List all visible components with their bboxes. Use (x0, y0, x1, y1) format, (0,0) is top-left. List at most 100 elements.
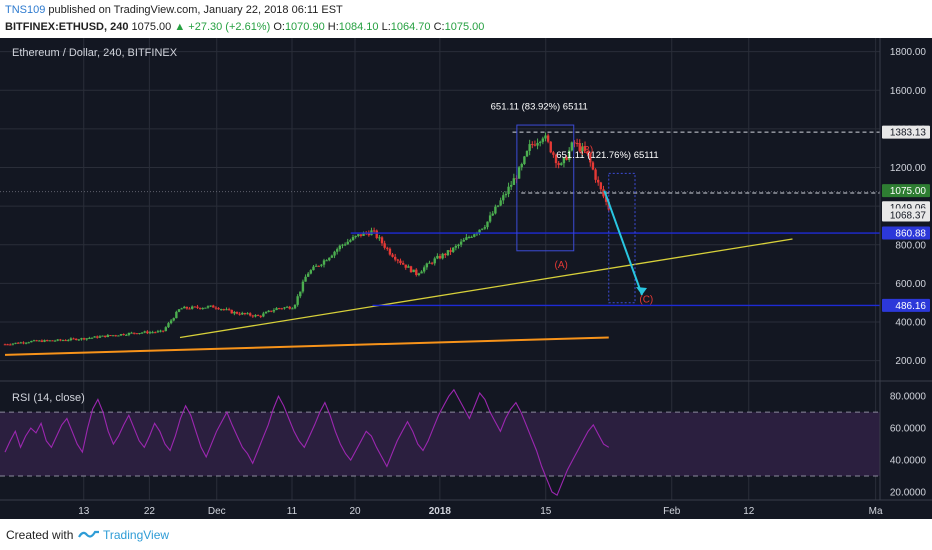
candle-body (256, 315, 260, 317)
candle-body (583, 146, 587, 151)
low-label: L: (381, 21, 391, 33)
candle-body (285, 306, 289, 308)
candle-body (541, 138, 545, 142)
candle-body (130, 332, 133, 334)
candle-body (267, 310, 270, 312)
candle-body (161, 330, 165, 332)
rsi-tick-label: 20.0000 (890, 488, 927, 499)
candle-body (40, 340, 44, 342)
candle-body (227, 309, 231, 311)
candle-body (359, 234, 363, 236)
candle-body (599, 182, 603, 190)
candle-body (473, 234, 476, 237)
candle-body (602, 189, 605, 197)
candle-body (333, 251, 336, 256)
candle-body (82, 338, 86, 340)
axes-layer: 1322Dec1120201815Feb12Ma1800.001600.0014… (0, 38, 932, 517)
candle-body (35, 340, 38, 342)
rsi-title: RSI (14, close) (12, 392, 85, 404)
candle-body (109, 335, 112, 337)
candle-body (496, 205, 500, 207)
candle-body (517, 167, 521, 179)
measure-box-2 (608, 172, 636, 304)
candle-body (222, 309, 226, 311)
high-value: 1084.10 (338, 21, 379, 33)
candle-body (349, 240, 352, 242)
candle-body (96, 336, 99, 338)
candle-body (502, 195, 505, 201)
candle-body (188, 308, 191, 310)
y-tick-label: 1200.00 (890, 163, 927, 174)
candle-body (22, 342, 25, 344)
candle-body (480, 228, 484, 230)
author-link[interactable]: TNS109 (5, 4, 46, 16)
candle-body (330, 255, 334, 258)
candle-body (322, 260, 326, 265)
candle-body (101, 335, 104, 337)
candle-body (436, 255, 439, 259)
close-value: 1075.00 (444, 21, 485, 33)
candle-body (275, 308, 278, 311)
candle-body (154, 332, 157, 334)
candle-body (172, 318, 175, 321)
candle-body (375, 230, 378, 238)
candle-body (201, 308, 204, 310)
annotation-label: (A) (555, 260, 568, 271)
annotation-label: (C) (639, 295, 653, 306)
candle-body (64, 340, 67, 342)
candle-body (433, 258, 436, 264)
annotation-label: 651.11 (83.92%) 65111 (491, 102, 588, 113)
rsi-tick-label: 80.0000 (890, 392, 927, 403)
candle-body (554, 154, 558, 164)
candle-body (417, 273, 421, 275)
arrow-head (636, 287, 647, 296)
candle-body (444, 253, 447, 256)
candle-body (470, 236, 473, 238)
candle-body (185, 306, 189, 309)
candle-body (301, 281, 305, 292)
candle-body (412, 269, 415, 273)
annotation-label: 651.11 (121.76%) 65111 (556, 150, 658, 161)
x-tick-label: 15 (540, 506, 552, 517)
candle-body (401, 263, 405, 265)
x-tick-label: Dec (208, 506, 226, 517)
candle-body (251, 315, 255, 317)
price-label-box (882, 184, 930, 198)
drawings-layer: 651.11 (83.92%) 65111 651.11 (121.76%) 65… (0, 102, 880, 356)
candle-body (446, 250, 450, 256)
publish-info: published on TradingView.com, January 22… (48, 4, 343, 16)
candle-body (80, 338, 83, 340)
price-label-text: 1383.13 (890, 128, 927, 139)
candle-body (462, 239, 465, 242)
candle-body (422, 267, 426, 272)
candle-body (396, 259, 400, 261)
candle-body (117, 335, 120, 337)
candle-body (383, 243, 386, 248)
trendline-long (4, 336, 609, 356)
candle-body (578, 143, 581, 152)
candle-body (430, 262, 434, 264)
candle-body (235, 311, 239, 314)
x-tick-label: Ma (869, 506, 883, 517)
price-label-box (882, 125, 930, 139)
chart-title: Ethereum / Dollar, 240, BITFINEX (12, 47, 178, 59)
candle-body (204, 307, 207, 309)
candle-body (225, 309, 228, 311)
candle-body (293, 304, 297, 309)
candle-body (151, 332, 154, 334)
candle-body (127, 332, 131, 335)
candle-body (309, 270, 313, 274)
candle-body (217, 308, 220, 310)
candle-body (346, 241, 349, 245)
candle-body (198, 307, 202, 309)
price-chart-svg[interactable]: 651.11 (83.92%) 65111 651.11 (121.76%) 65… (0, 38, 932, 519)
candle-body (177, 309, 181, 312)
price-label-box (882, 226, 930, 240)
candle-body (428, 262, 431, 264)
tradingview-link[interactable]: TradingView (103, 528, 170, 542)
candle-body (343, 244, 347, 246)
y-tick-label: 1600.00 (890, 86, 927, 97)
candle-body (175, 311, 178, 319)
chart-pane[interactable]: 651.11 (83.92%) 65111 651.11 (121.76%) 65… (0, 38, 932, 519)
candle-body (341, 244, 344, 246)
